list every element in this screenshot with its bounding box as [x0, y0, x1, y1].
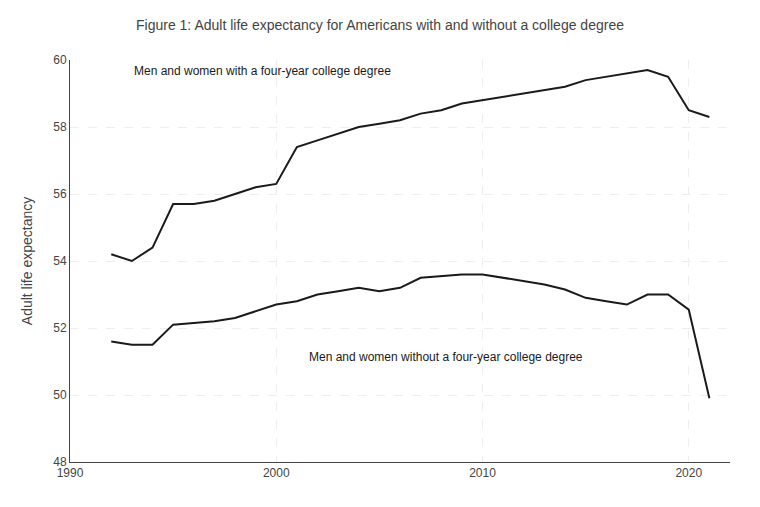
- svg-text:48: 48: [53, 455, 67, 469]
- svg-text:50: 50: [53, 388, 67, 402]
- svg-text:60: 60: [53, 53, 67, 67]
- svg-text:Men and women without a four-y: Men and women without a four-year colleg…: [309, 350, 583, 364]
- svg-text:2010: 2010: [469, 466, 496, 480]
- svg-text:Men and women with a four-year: Men and women with a four-year college d…: [134, 64, 391, 78]
- svg-text:56: 56: [53, 187, 67, 201]
- svg-text:2020: 2020: [675, 466, 702, 480]
- svg-text:Figure 1: Adult life expectanc: Figure 1: Adult life expectancy for Amer…: [136, 17, 624, 33]
- svg-text:54: 54: [53, 254, 67, 268]
- svg-text:Adult life expectancy: Adult life expectancy: [19, 197, 35, 325]
- svg-text:58: 58: [53, 120, 67, 134]
- svg-text:1990: 1990: [57, 466, 84, 480]
- svg-text:2000: 2000: [263, 466, 290, 480]
- svg-text:52: 52: [53, 321, 67, 335]
